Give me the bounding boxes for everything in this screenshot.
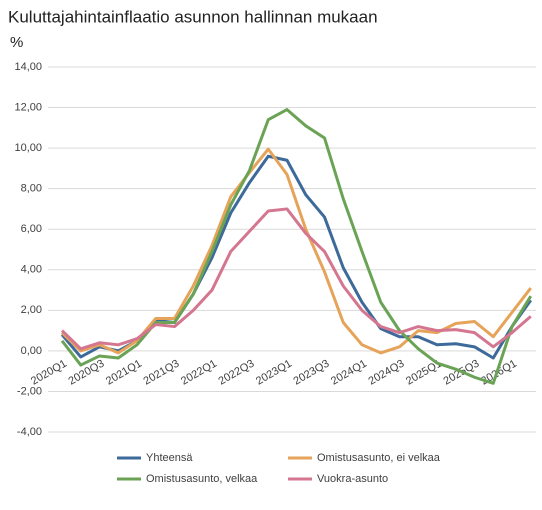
legend-label: Yhteensä: [146, 452, 193, 464]
x-tick-label: 2023Q3: [292, 358, 332, 388]
y-tick-label: 2,00: [21, 304, 42, 316]
y-tick-label: 12,00: [14, 101, 42, 113]
chart-title: Kuluttajahintainflaatio asunnon hallinna…: [8, 7, 378, 26]
x-tick-label: 2024Q3: [367, 358, 407, 388]
series-line: [60, 207, 532, 351]
y-tick-label: 8,00: [21, 183, 42, 195]
x-tick-label: 2021Q3: [142, 358, 182, 388]
y-axis-unit: %: [10, 34, 23, 51]
y-tick-label: -4,00: [17, 426, 42, 438]
x-tick-label: 2022Q3: [217, 358, 257, 388]
x-tick-label: 2024Q1: [329, 358, 369, 388]
y-tick-label: -2,00: [17, 385, 42, 397]
legend-label: Vuokra-asunto: [317, 473, 388, 485]
x-tick-label: 2021Q1: [104, 358, 144, 388]
x-tick-label: 2022Q1: [179, 358, 219, 388]
series-line: [60, 154, 532, 360]
legend-label: Omistusasunto, ei velkaa: [317, 452, 441, 464]
y-tick-label: 6,00: [21, 223, 42, 235]
y-tick-label: 14,00: [14, 61, 42, 73]
y-tick-label: 10,00: [14, 142, 42, 154]
y-tick-label: 4,00: [21, 264, 42, 276]
series-line: [60, 108, 533, 385]
legend-label: Omistusasunto, velkaa: [146, 473, 258, 485]
x-tick-label: 2023Q1: [254, 358, 294, 388]
y-tick-label: 0,00: [21, 345, 42, 357]
x-tick-label: 2020Q1: [29, 358, 69, 388]
